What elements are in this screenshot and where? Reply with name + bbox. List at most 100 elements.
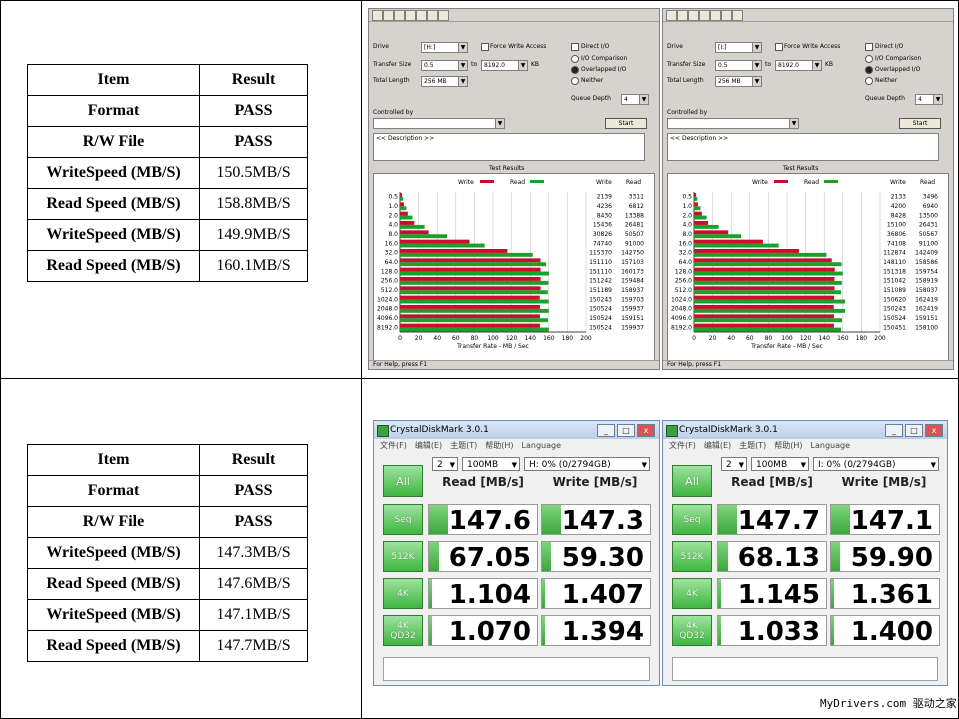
item-cell: WriteSpeed (MB/S) [27,537,200,569]
read-value-label: 159484 [621,278,644,285]
menu-item[interactable]: 帮助(H) [774,441,803,450]
size-select[interactable]: 100MB ▼ [462,457,520,471]
io-comparison-radio[interactable] [571,55,579,63]
overlapped-io-radio[interactable] [865,66,873,74]
save-icon[interactable] [688,10,699,21]
count-select[interactable]: 2 ▼ [721,457,747,471]
category-label: 64.0 [679,259,693,266]
test-button-2[interactable]: 512K [383,541,423,572]
drive-select[interactable]: H: 0% (0/2794GB) ▼ [524,457,650,471]
result-cell: 147.7MB/S [199,630,308,662]
test-button-3[interactable]: 4K [672,578,712,609]
find-icon[interactable] [721,10,732,21]
neither-radio[interactable] [865,77,873,85]
minimize-button[interactable]: _ [885,424,903,437]
comment-box[interactable] [383,657,650,681]
read-result-3: 1.145 [717,578,827,609]
x-tick-label: 100 [487,335,499,342]
size-select[interactable]: 100MB ▼ [751,457,809,471]
direct-io-checkbox[interactable] [865,43,873,51]
direct-io-checkbox[interactable] [571,43,579,51]
test-button-1[interactable]: Seq [383,504,423,535]
read-value-label: 158586 [915,259,938,266]
app-icon [377,425,389,437]
write-value-label: 2139 [597,194,612,201]
io-comparison-radio[interactable] [865,55,873,63]
read-fill-bar [429,616,433,645]
test-button-4[interactable]: 4K QD32 [672,615,712,646]
find-icon[interactable] [427,10,438,21]
test-button-4[interactable]: 4K QD32 [383,615,423,646]
overlapped-io-label: Overlapped I/O [581,66,627,73]
help-icon[interactable] [438,10,449,21]
help-icon[interactable] [732,10,743,21]
force-write-checkbox[interactable] [481,43,489,51]
test-button-3[interactable]: 4K [383,578,423,609]
status-text: For Help, press F1 [373,361,428,368]
read-value-label: 157103 [621,259,644,266]
count-select[interactable]: 2 ▼ [432,457,458,471]
read-bar [694,271,843,276]
drive-select[interactable]: I: 0% (0/2794GB) ▼ [813,457,939,471]
menu-item[interactable]: 编辑(E) [414,441,443,450]
category-label: 8.0 [388,231,398,238]
open-icon[interactable] [383,10,394,21]
start-button[interactable]: Start [899,118,941,129]
menu-item[interactable]: Language [521,441,562,450]
write-value-label: 151110 [589,259,612,266]
print-icon[interactable] [699,10,710,21]
drive-select[interactable]: [H:] ▼ [421,42,468,53]
transfer-from-select[interactable]: 0.5 ▼ [421,60,468,71]
force-write-checkbox[interactable] [775,43,783,51]
menu-item[interactable]: 文件(F) [380,441,407,450]
total-length-select[interactable]: 256 MB ▼ [715,76,762,87]
preview-icon[interactable] [710,10,721,21]
write-value-label: 150620 [883,296,906,303]
description-box[interactable]: << Description >> [667,133,939,161]
new-icon[interactable] [666,10,677,21]
neither-radio[interactable] [571,77,579,85]
print-icon[interactable] [405,10,416,21]
close-button[interactable]: x [637,424,655,437]
menu-item[interactable]: 主题(T) [739,441,767,450]
preview-icon[interactable] [416,10,427,21]
write-bar [400,230,429,235]
write-bar [694,230,729,235]
description-box[interactable]: << Description >> [373,133,645,161]
queue-depth-select[interactable]: 4 ▼ [915,94,943,105]
transfer-to-select[interactable]: 8192.0 ▼ [481,60,528,71]
table-row: Read Speed (MB/S) 158.8MB/S [27,188,308,220]
menu-item[interactable]: 文件(F) [669,441,696,450]
comment-box[interactable] [672,657,938,681]
new-icon[interactable] [372,10,383,21]
transfer-to-select[interactable]: 8192.0 ▼ [775,60,822,71]
menu-item[interactable]: 编辑(E) [703,441,732,450]
controlled-by-select[interactable]: ▼ [667,118,799,129]
menu-item[interactable]: Language [810,441,851,450]
minimize-button[interactable]: _ [597,424,615,437]
menu-item[interactable]: 帮助(H) [485,441,514,450]
all-button[interactable]: All [383,465,423,497]
all-button[interactable]: All [672,465,712,497]
menu-item[interactable]: 主题(T) [450,441,478,450]
drive-select[interactable]: [I:] ▼ [715,42,762,53]
x-tick-label: 200 [580,335,592,342]
read-value-label: 158919 [915,278,938,285]
maximize-button[interactable]: □ [617,424,635,437]
save-icon[interactable] [394,10,405,21]
open-icon[interactable] [677,10,688,21]
close-button[interactable]: x [925,424,943,437]
test-button-1[interactable]: Seq [672,504,712,535]
test-button-2[interactable]: 512K [672,541,712,572]
transfer-from-select[interactable]: 0.5 ▼ [715,60,762,71]
start-button[interactable]: Start [605,118,647,129]
write-result-2: 59.30 [541,541,651,572]
x-tick-label: 160 [837,335,849,342]
controlled-by-select[interactable]: ▼ [373,118,505,129]
maximize-button[interactable]: □ [905,424,923,437]
item-cell: WriteSpeed (MB/S) [27,219,200,251]
overlapped-io-radio[interactable] [571,66,579,74]
write-value-label: 74740 [593,240,612,247]
total-length-select[interactable]: 256 MB ▼ [421,76,468,87]
queue-depth-select[interactable]: 4 ▼ [621,94,649,105]
